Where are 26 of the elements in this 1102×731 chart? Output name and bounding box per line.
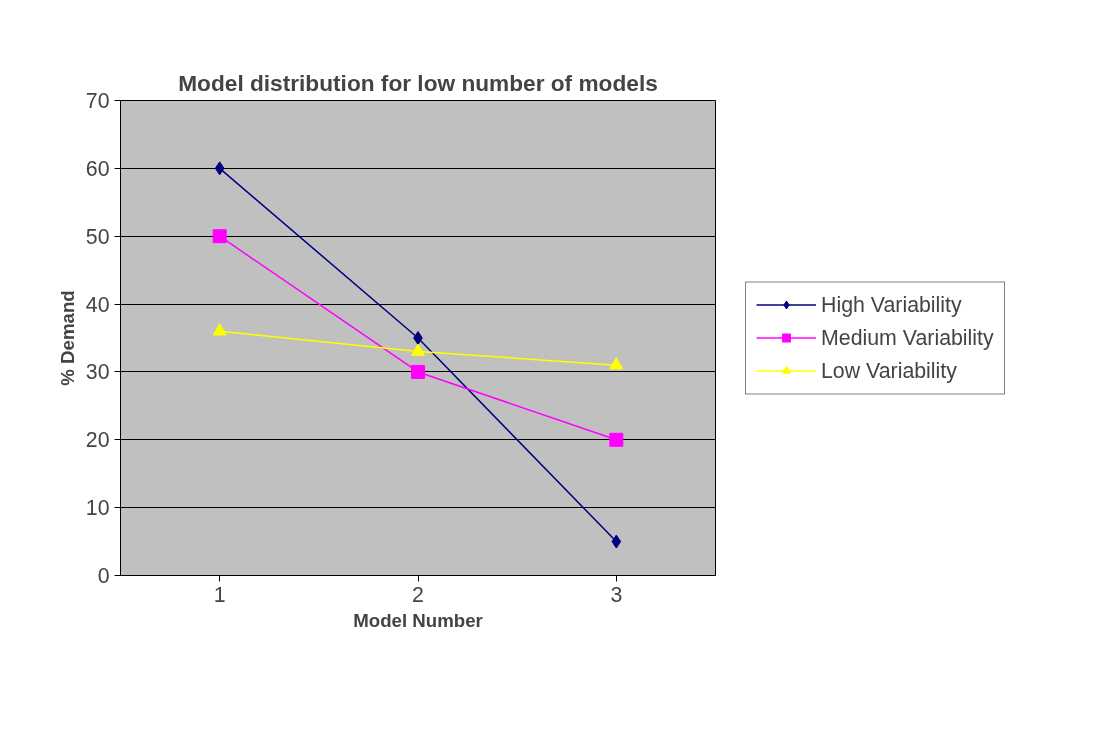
x-tick-label: 3 [610, 582, 623, 607]
legend-label: High Variability [821, 292, 962, 317]
y-tick-label: 20 [85, 428, 110, 453]
y-tick-label: 10 [85, 496, 110, 521]
point [611, 534, 622, 549]
x-tick-label: 1 [213, 582, 226, 607]
point [212, 323, 227, 336]
point [609, 357, 624, 370]
point [214, 161, 225, 176]
x-axis-title: Model Number [353, 609, 483, 631]
y-tick-label: 60 [85, 156, 110, 181]
y-tick-label: 40 [85, 292, 110, 317]
point [413, 331, 423, 345]
point [212, 229, 227, 244]
legend-label: Low Variability [821, 358, 957, 383]
y-axis-title: % Demand [56, 290, 78, 386]
x-tick-label: 2 [412, 582, 424, 607]
legend-label: Medium Variability [821, 325, 994, 350]
point [609, 432, 624, 447]
y-tick-label: 30 [85, 360, 110, 385]
y-tick-label: 50 [85, 224, 110, 249]
y-tick-label: 70 [85, 89, 110, 113]
point [411, 364, 425, 379]
chart-title: Model distribution for low number of models [178, 69, 658, 96]
y-tick-label: 0 [97, 564, 110, 588]
point [411, 343, 425, 356]
